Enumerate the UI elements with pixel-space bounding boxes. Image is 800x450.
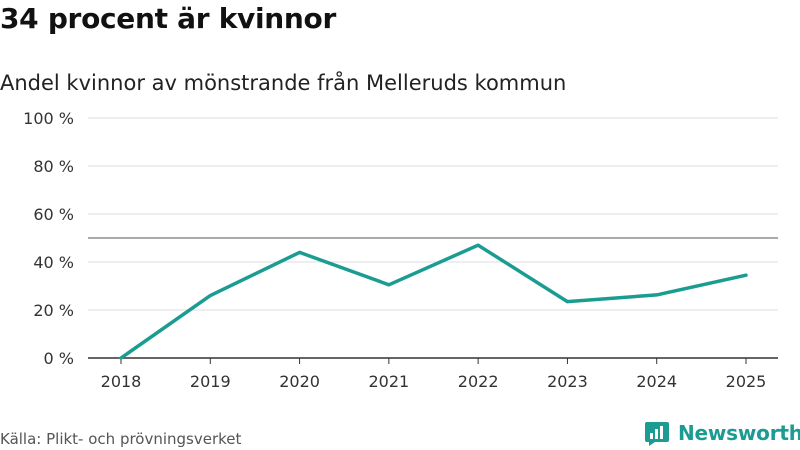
x-tick-label: 2018	[101, 372, 142, 391]
x-tick-label: 2020	[279, 372, 320, 391]
series-lines	[119, 243, 748, 360]
brand-logo: Newsworthy	[644, 420, 800, 446]
brand-name: Newsworthy	[678, 421, 800, 445]
y-tick-label: 40 %	[33, 253, 74, 272]
series-line	[119, 243, 748, 360]
data-point	[655, 293, 659, 297]
data-point	[744, 273, 748, 277]
data-point	[387, 283, 391, 287]
y-tick-label: 80 %	[33, 157, 74, 176]
y-tick-label: 0 %	[44, 349, 74, 368]
y-axis: 0 % 20 % 40 % 60 % 80 % 100 %	[23, 109, 74, 368]
x-axis: 2018 2019 2020 2021 2022 2023 2024 2025	[88, 357, 778, 391]
x-tick-label: 2025	[726, 372, 767, 391]
data-point	[565, 300, 569, 304]
x-tick-label: 2021	[368, 372, 409, 391]
y-tick-label: 20 %	[33, 301, 74, 320]
data-point	[119, 356, 123, 360]
y-tick-label: 60 %	[33, 205, 74, 224]
y-tick-label: 100 %	[23, 109, 74, 128]
x-tick-label: 2022	[458, 372, 499, 391]
source-note: Källa: Plikt- och prövningsverket	[0, 430, 242, 448]
chart-title: 34 procent är kvinnor	[0, 2, 336, 35]
x-tick-label: 2019	[190, 372, 231, 391]
chart-subtitle: Andel kvinnor av mönstrande från Melleru…	[0, 71, 567, 95]
grid-lines	[88, 117, 778, 311]
data-point	[476, 243, 480, 247]
x-tick-label: 2024	[636, 372, 677, 391]
data-point	[208, 294, 212, 298]
newsworthy-logo-icon	[645, 422, 669, 446]
x-tick-label: 2023	[547, 372, 588, 391]
data-point	[298, 250, 302, 254]
